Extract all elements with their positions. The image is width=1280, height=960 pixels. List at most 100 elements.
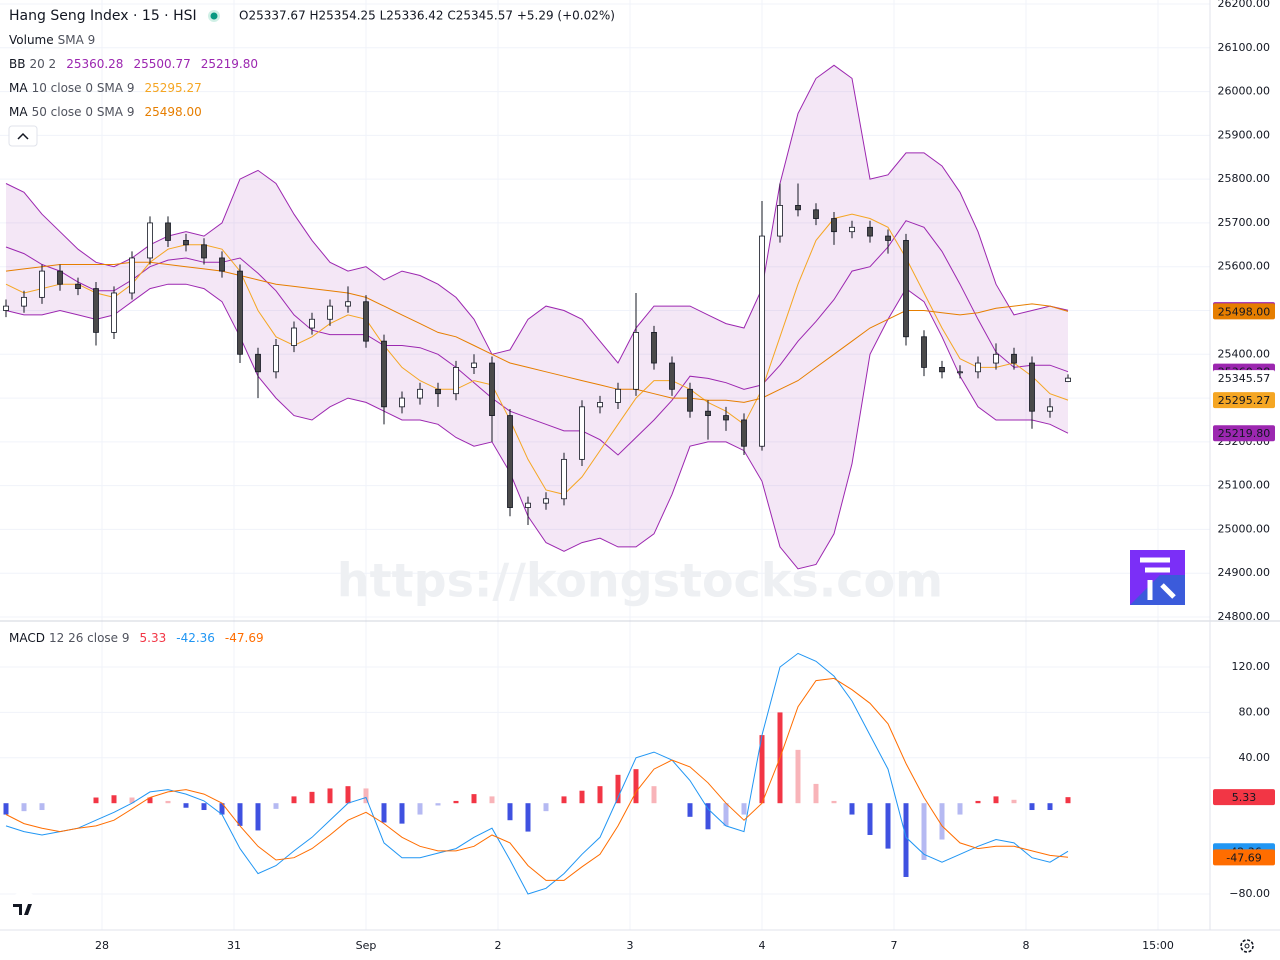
legend-entry: MACD 12 26 close 9 5.33 -42.36 -47.69 — [9, 631, 264, 645]
candle-body — [831, 218, 837, 233]
candle-body — [201, 244, 207, 259]
candle-body — [363, 301, 369, 342]
candle-body — [111, 292, 117, 333]
histogram-bar — [705, 803, 711, 830]
y-tick-label: 26100.00 — [1218, 41, 1271, 54]
price-badge — [1213, 425, 1275, 442]
y-tick-label: 26000.00 — [1218, 85, 1271, 98]
candle-body — [885, 235, 891, 241]
x-tick-label: 4 — [759, 939, 766, 952]
price-badge — [1213, 303, 1275, 320]
y-tick-label: 40.00 — [1239, 751, 1271, 764]
histogram-bar — [885, 803, 891, 849]
settings-icon — [1240, 939, 1254, 953]
tv-logo-bg — [6, 892, 42, 928]
histogram-bar — [723, 803, 729, 826]
logo-glyph — [1140, 557, 1176, 600]
x-tick-label: Sep — [356, 939, 377, 952]
candle-body — [57, 270, 63, 285]
legend-params: 12 26 close 9 — [49, 631, 130, 645]
collapse-button[interactable] — [8, 125, 38, 147]
tv-logo-mark — [13, 904, 32, 915]
candle-body — [1047, 406, 1053, 412]
histogram-bar — [435, 803, 441, 806]
y-tick-label: 25400.00 — [1218, 347, 1271, 360]
ohlc-quote: O25337.67 H25354.25 L25336.42 C25345.57 … — [239, 9, 615, 23]
histogram-bar — [255, 803, 261, 831]
market-status-dot — [210, 12, 218, 20]
x-tick-label: 3 — [627, 939, 634, 952]
legend-value: 25295.27 — [144, 81, 201, 95]
candle-body — [615, 388, 621, 403]
price-badge — [1213, 392, 1275, 409]
histogram-bar — [345, 786, 351, 804]
histogram-bar — [3, 803, 9, 815]
candle-body — [75, 283, 81, 290]
price-badge-label: 5.33 — [1232, 791, 1257, 804]
y-tick-label: −80.00 — [1229, 887, 1270, 900]
histogram-bar — [507, 803, 513, 821]
histogram-bar — [795, 749, 801, 804]
y-tick-label: 25900.00 — [1218, 128, 1271, 141]
legend-value: 25360.28 — [66, 57, 123, 71]
legend-params: 20 2 — [29, 57, 56, 71]
histogram-bar — [741, 803, 747, 815]
histogram-bar — [579, 790, 585, 804]
candle-body — [867, 226, 873, 237]
histogram-bar — [237, 803, 243, 826]
candle-body — [183, 240, 189, 246]
x-tick-label: 2 — [495, 939, 502, 952]
tv-logo[interactable] — [6, 892, 42, 928]
chart-title: Hang Seng Index · 15 · HSI — [9, 8, 197, 24]
x-tick-label: 8 — [1023, 939, 1030, 952]
histogram-bar — [111, 795, 117, 804]
candle-body — [543, 498, 549, 504]
y-tick-label: 25800.00 — [1218, 172, 1271, 185]
candle-body — [1029, 362, 1035, 412]
bollinger-band-fill — [6, 65, 1068, 569]
legend-params: 10 close 0 SMA 9 — [32, 81, 135, 95]
candle-body — [237, 270, 243, 355]
legend-name: BB — [9, 57, 25, 71]
histogram-bar — [165, 800, 171, 804]
histogram-bar — [597, 786, 603, 804]
histogram-bar — [975, 800, 981, 804]
candle-body — [147, 222, 153, 259]
histogram-bar — [867, 803, 873, 835]
histogram-bar — [849, 803, 855, 815]
button-frame[interactable] — [8, 125, 38, 147]
candle-body — [795, 205, 801, 211]
candle-body — [723, 415, 729, 421]
histogram-bar — [687, 803, 693, 817]
candle-body — [1011, 353, 1017, 364]
price-badge — [1213, 849, 1275, 866]
plot-area — [3, 64, 1071, 895]
price-badge-label: 25345.57 — [1218, 372, 1271, 385]
candle-body — [39, 270, 45, 298]
legend-name: MA — [9, 105, 28, 119]
settings-button[interactable] — [1240, 939, 1254, 953]
y-tick-label: 26200.00 — [1218, 0, 1271, 10]
candle-body — [489, 362, 495, 416]
candle-body — [21, 296, 27, 307]
histogram-bar — [309, 791, 315, 804]
legend-value: 25498.00 — [144, 105, 201, 119]
candle-body — [651, 331, 657, 364]
y-tick-label: 25100.00 — [1218, 479, 1271, 492]
grid — [0, 0, 1210, 930]
candle-body — [633, 331, 639, 390]
histogram-bar — [21, 803, 27, 812]
y-tick-label: 120.00 — [1232, 660, 1271, 673]
histogram-bar — [921, 803, 927, 860]
histogram-bar — [903, 803, 909, 877]
candle-body — [453, 367, 459, 395]
histogram-bar — [633, 769, 639, 804]
x-tick-label: 28 — [95, 939, 109, 952]
histogram-bar — [1065, 797, 1071, 804]
x-tick-label: 15:00 — [1142, 939, 1174, 952]
candle-body — [813, 209, 819, 219]
button-icon — [17, 132, 29, 140]
legend-entry: Volume SMA 9 — [9, 33, 95, 47]
histogram-bar — [399, 803, 405, 824]
candle-body — [993, 353, 999, 364]
